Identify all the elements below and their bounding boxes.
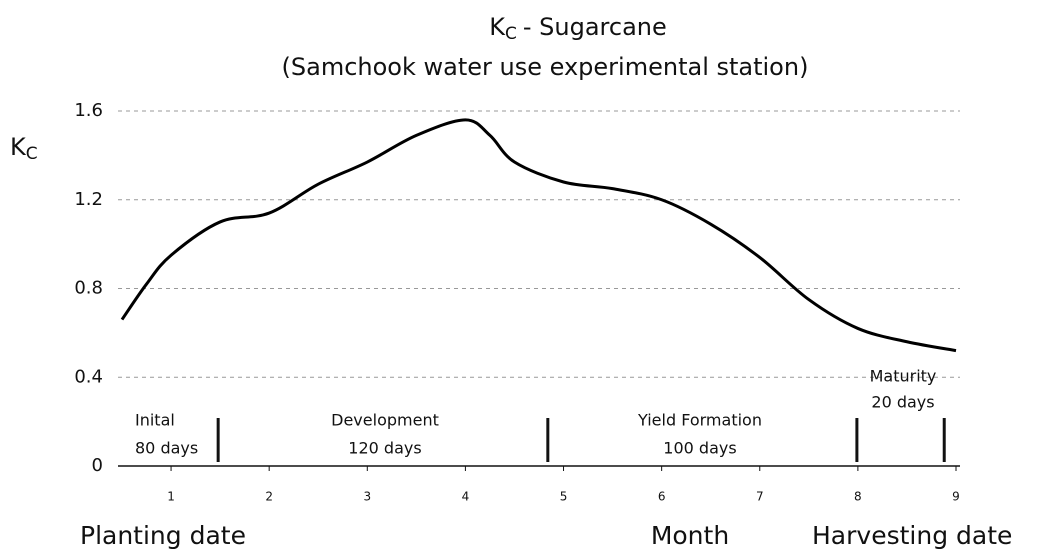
chart-title: KC - Sugarcane [489,13,667,44]
x-tick-label: 8 [854,490,862,504]
y-tick-label: 0 [92,455,103,476]
x-tick-label: 7 [756,490,764,504]
y-tick-label: 0.8 [74,278,103,299]
x-tick-label: 2 [265,490,273,504]
stage-name: Inital [135,411,175,430]
x-tick-label: 4 [462,490,470,504]
x-tick-label: 6 [658,490,666,504]
chart-subtitle: (Samchook water use experimental station… [282,53,809,81]
y-axis-label: KC [10,133,38,164]
stage-name: Development [331,411,439,430]
x-tick-label: 9 [952,490,960,504]
stage-duration: 120 days [348,439,421,458]
y-tick-label: 0.4 [74,366,103,387]
x-axis-label: Month [651,521,729,550]
y-tick-label: 1.2 [74,189,103,210]
x-tick-label: 1 [167,490,175,504]
kc-curve [120,118,957,353]
stage-duration: 100 days [663,439,736,458]
stage-duration: 20 days [871,393,934,412]
stage-duration: 80 days [135,439,198,458]
y-tick-label: 1.6 [74,100,103,121]
x-tick-label: 3 [363,490,371,504]
x-start-label: Planting date [80,521,246,550]
stage-name: Yield Formation [637,411,762,430]
x-tick-label: 5 [560,490,568,504]
x-end-label: Harvesting date [812,521,1012,550]
stage-name: Maturity [870,367,937,386]
